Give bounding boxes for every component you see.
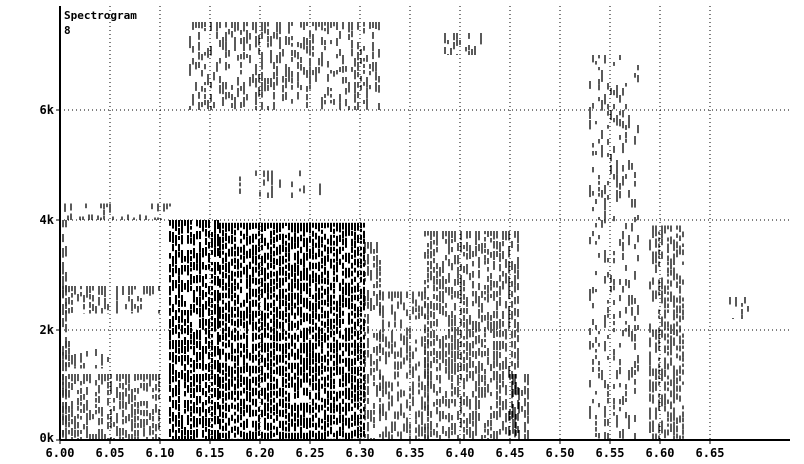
x-tick-label: 6.05 <box>96 446 125 460</box>
x-tick-label: 6.25 <box>296 446 325 460</box>
energy-region <box>59 374 160 440</box>
x-tick-label: 6.15 <box>196 446 225 460</box>
energy-region <box>169 220 219 440</box>
x-tick-label: 6.00 <box>46 446 75 460</box>
y-tick-label: 2k <box>40 323 55 337</box>
energy-region <box>189 22 380 110</box>
energy-region <box>59 286 160 314</box>
title-mark: 8 <box>64 24 71 37</box>
x-tick-label: 6.45 <box>496 446 525 460</box>
x-tick-label: 6.40 <box>446 446 475 460</box>
energy-region <box>589 55 639 440</box>
energy-region <box>509 374 529 440</box>
x-tick-label: 6.50 <box>546 446 575 460</box>
energy-region <box>649 225 684 440</box>
x-tick-labels: 6.00 6.05 6.10 6.15 6.20 6.25 6.30 6.35 6.40 6.45… <box>46 440 725 460</box>
energy-region <box>444 33 482 55</box>
y-tick-label: 4k <box>40 213 55 227</box>
energy-region <box>729 297 749 319</box>
energy-region <box>239 170 321 198</box>
energy-region <box>424 231 519 440</box>
x-tick-label: 6.55 <box>596 446 625 460</box>
y-tick-labels: 0k 2k 4k 6k <box>40 103 60 445</box>
spectrogram-energy <box>59 22 749 440</box>
x-tick-label: 6.20 <box>246 446 275 460</box>
y-tick-label: 6k <box>40 103 55 117</box>
chart-title: Spectrogram <box>64 9 137 22</box>
y-tick-label: 0k <box>40 431 55 445</box>
x-tick-label: 6.10 <box>146 446 175 460</box>
x-tick-label: 6.65 <box>696 446 725 460</box>
x-tick-label: 6.35 <box>396 446 425 460</box>
x-tick-label: 6.30 <box>346 446 375 460</box>
energy-region <box>379 291 429 440</box>
x-tick-label: 6.60 <box>646 446 675 460</box>
grid-lines <box>60 6 790 440</box>
energy-region <box>219 222 365 440</box>
